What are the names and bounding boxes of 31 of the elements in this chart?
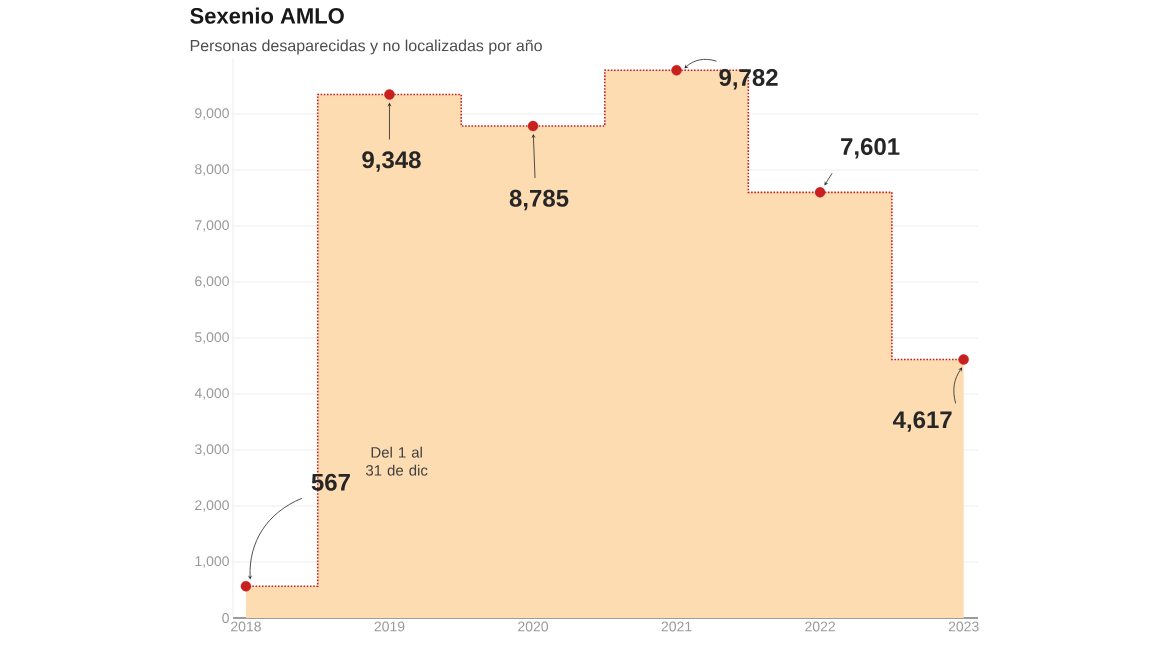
data-label: 4,617 (892, 411, 952, 432)
data-label: 8,785 (509, 189, 569, 211)
y-tick-label: 3,000 (194, 444, 229, 456)
y-tick-label: 6,000 (195, 276, 229, 288)
point (240, 581, 252, 592)
point (671, 65, 682, 76)
y-tick-label: 8,000 (195, 164, 229, 176)
point (527, 120, 539, 132)
point (814, 187, 826, 198)
x-tick-label: 2019 (374, 621, 405, 632)
y-tick-label: 7,000 (195, 220, 229, 232)
y-tick-label: 1,000 (195, 556, 229, 568)
data-label: 9,782 (719, 68, 778, 90)
annotation: Del 1 al 31 de dic (365, 446, 428, 476)
chart-subtitle: Personas desaparecidas y no localizadas por año (190, 39, 542, 55)
data-label: 9,348 (362, 151, 421, 172)
y-tick-label: 5,000 (195, 332, 229, 344)
data-label: 567 (311, 473, 350, 491)
y-tick-label: 4,000 (194, 388, 229, 400)
point (384, 89, 395, 100)
x-tick-label: 2023 (948, 621, 979, 632)
y-tick-label: 2,000 (195, 500, 229, 512)
chart-title: Sexenio AMLO (190, 7, 344, 24)
x-tick-label: 2020 (518, 621, 549, 632)
x-tick-label: 2018 (231, 621, 261, 632)
x-tick-label: 2022 (805, 621, 835, 632)
x-tick-label: 2021 (661, 621, 692, 632)
y-tick-label: 0 (222, 613, 229, 623)
point (958, 354, 969, 365)
data-label: 7,601 (841, 138, 900, 159)
y-tick-label: 9,000 (195, 108, 229, 120)
